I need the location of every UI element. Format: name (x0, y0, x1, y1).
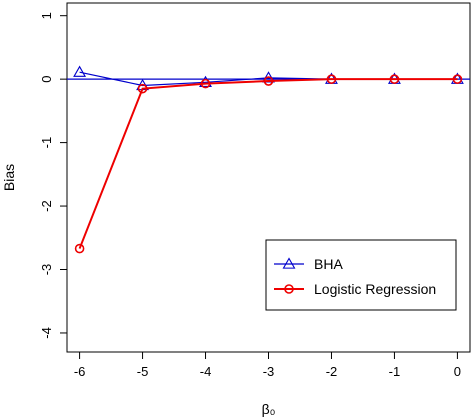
legend: BHA Logistic Regression (265, 239, 457, 311)
data-point (452, 74, 463, 84)
y-tick-label: -4 (39, 327, 54, 339)
x-axis: -6 -5 -4 -3 -2 -1 0 (74, 352, 461, 379)
y-axis: 1 0 -1 -2 -3 -4 (39, 12, 67, 339)
legend-marker (284, 284, 294, 294)
x-tick-label: -2 (326, 364, 338, 379)
data-point (326, 74, 337, 84)
y-tick-label: -3 (39, 264, 54, 276)
legend-label: Logistic Regression (314, 281, 436, 297)
y-tick-label: -2 (39, 200, 54, 212)
x-tick-label: -4 (200, 364, 212, 379)
data-point (74, 243, 85, 254)
legend-box (265, 239, 457, 311)
y-tick-label: 1 (39, 12, 54, 19)
data-point (263, 76, 274, 86)
series-layer (73, 65, 464, 254)
x-tick-label: 0 (454, 364, 461, 379)
y-tick-label: -1 (39, 137, 54, 149)
legend-label: BHA (314, 256, 343, 272)
data-point (137, 83, 148, 94)
series-1 (74, 74, 463, 254)
x-tick-label: -5 (137, 364, 149, 379)
data-point (200, 78, 211, 89)
series-0 (73, 65, 464, 91)
y-axis-title: Bias (1, 164, 17, 191)
x-tick-label: -3 (263, 364, 275, 379)
x-axis-title: β₀ (262, 401, 276, 417)
x-tick-label: -6 (74, 364, 86, 379)
y-tick-label: 0 (39, 76, 54, 83)
data-point (73, 65, 87, 77)
data-point (389, 74, 400, 84)
legend-marker (282, 257, 296, 269)
series-line (78, 78, 458, 249)
x-tick-label: -1 (389, 364, 401, 379)
